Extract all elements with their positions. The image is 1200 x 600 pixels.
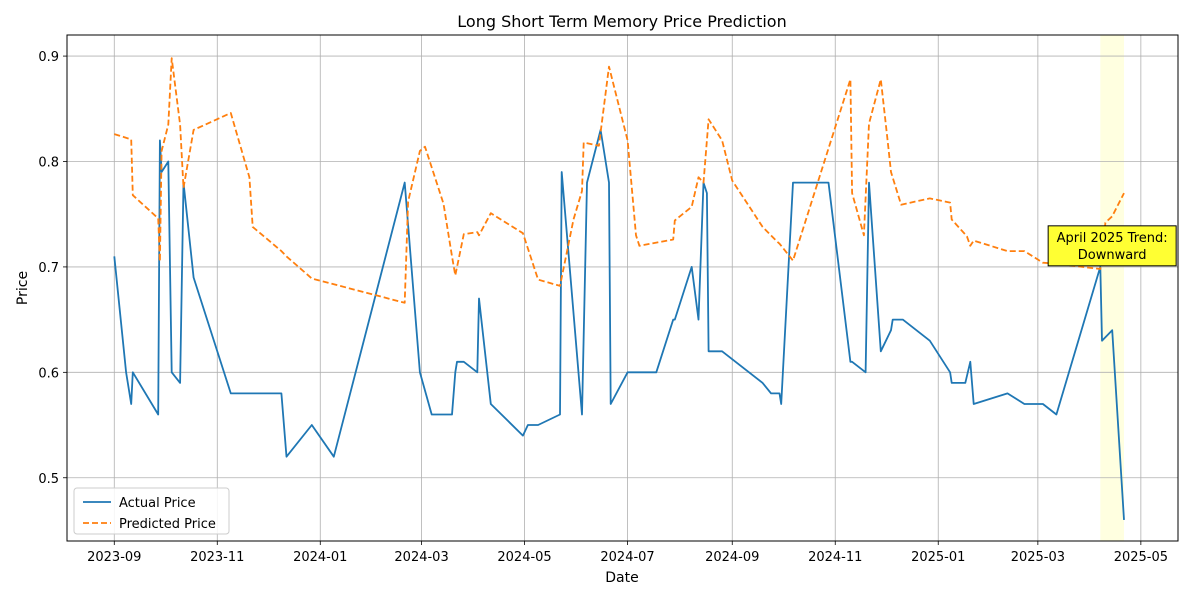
x-tick-label: 2024-09 [705,550,759,565]
annotation-box [1047,225,1177,267]
plot-frame [66,34,1179,542]
x-axis: 2023-09 2023-11 2024-01 2024-03 2024-05 2024-… [87,541,1168,565]
legend-label: Actual Price [119,496,196,511]
x-tick-label: 2025-01 [911,550,965,565]
y-axis: 0.5 0.6 0.7 0.8 0.9 [38,50,67,487]
x-tick-label: 2024-03 [394,550,448,565]
x-tick-label: 2024-05 [497,550,551,565]
series-line-predicted-price [114,57,1125,304]
x-axis-title: Date [605,570,638,586]
chart-title: Long Short Term Memory Price Prediction [457,12,786,31]
annotation-line-2: Downward [1078,248,1147,263]
y-tick-label: 0.5 [38,472,59,487]
x-tick-label: 2024-07 [600,550,654,565]
x-tick-label: 2023-11 [190,550,244,565]
y-tick-label: 0.6 [38,366,59,381]
series-line-actual-price [113,128,1125,520]
annotation: April 2025 Trend: Downward [1047,225,1177,267]
grid-layer [67,35,1178,541]
legend: Actual Price Predicted Price [73,487,230,535]
y-tick-label: 0.8 [38,156,59,171]
y-tick-label: 0.9 [38,50,59,65]
series-layer [113,57,1125,520]
x-tick-label: 2025-03 [1011,550,1065,565]
x-tick-label: 2025-05 [1114,550,1168,565]
legend-label: Predicted Price [119,517,216,532]
y-axis-title: Price [15,271,31,305]
annotation-line-1: April 2025 Trend: [1057,231,1168,246]
y-tick-label: 0.7 [38,261,59,276]
x-tick-label: 2024-01 [293,550,347,565]
legend-box [73,487,230,535]
x-tick-label: 2024-11 [808,550,862,565]
x-tick-label: 2023-09 [87,550,141,565]
